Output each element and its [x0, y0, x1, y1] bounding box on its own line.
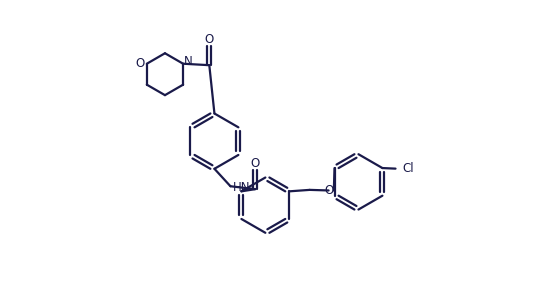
Text: O: O [250, 157, 260, 170]
Text: HN: HN [233, 181, 250, 194]
Text: Cl: Cl [402, 162, 413, 175]
Text: O: O [324, 184, 333, 197]
Text: O: O [204, 33, 214, 46]
Text: O: O [136, 57, 145, 70]
Text: N: N [184, 55, 193, 68]
